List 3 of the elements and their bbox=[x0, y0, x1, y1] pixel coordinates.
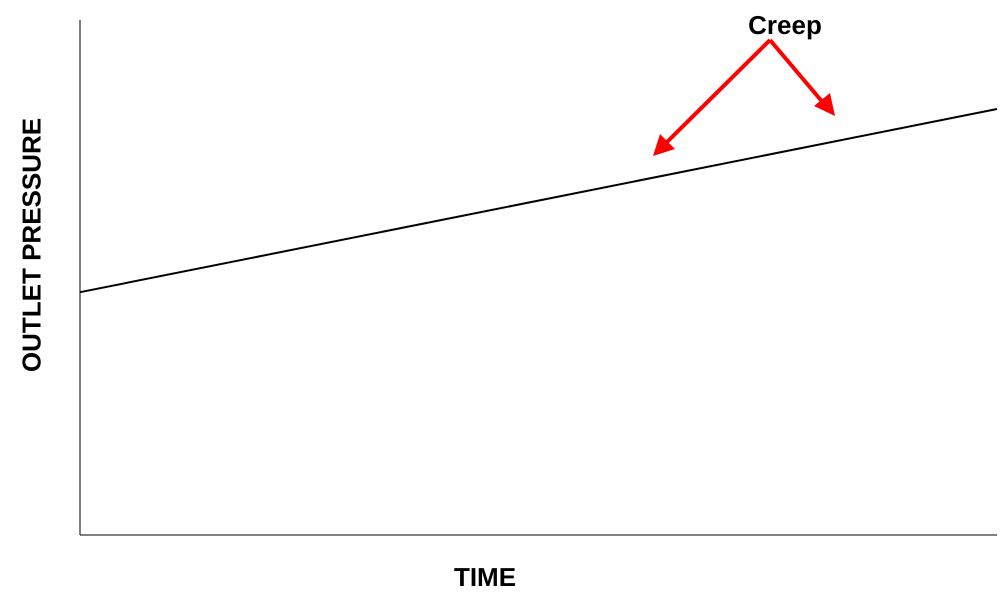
text: Creep bbox=[747, 10, 823, 41]
y-axis-title: OUTLET PRESSURE bbox=[16, 118, 48, 372]
x-axis-title: TIME bbox=[452, 562, 518, 593]
